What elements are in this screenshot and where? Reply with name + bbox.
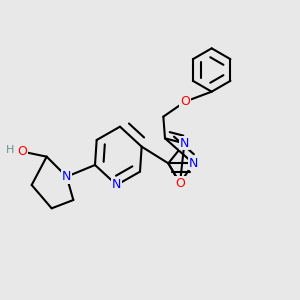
Text: O: O bbox=[175, 177, 185, 190]
Text: N: N bbox=[180, 137, 189, 150]
Text: H: H bbox=[6, 145, 14, 155]
Text: N: N bbox=[62, 170, 71, 183]
Text: O: O bbox=[180, 95, 190, 108]
Text: N: N bbox=[189, 157, 198, 170]
Text: N: N bbox=[112, 178, 122, 191]
Text: O: O bbox=[18, 145, 28, 158]
